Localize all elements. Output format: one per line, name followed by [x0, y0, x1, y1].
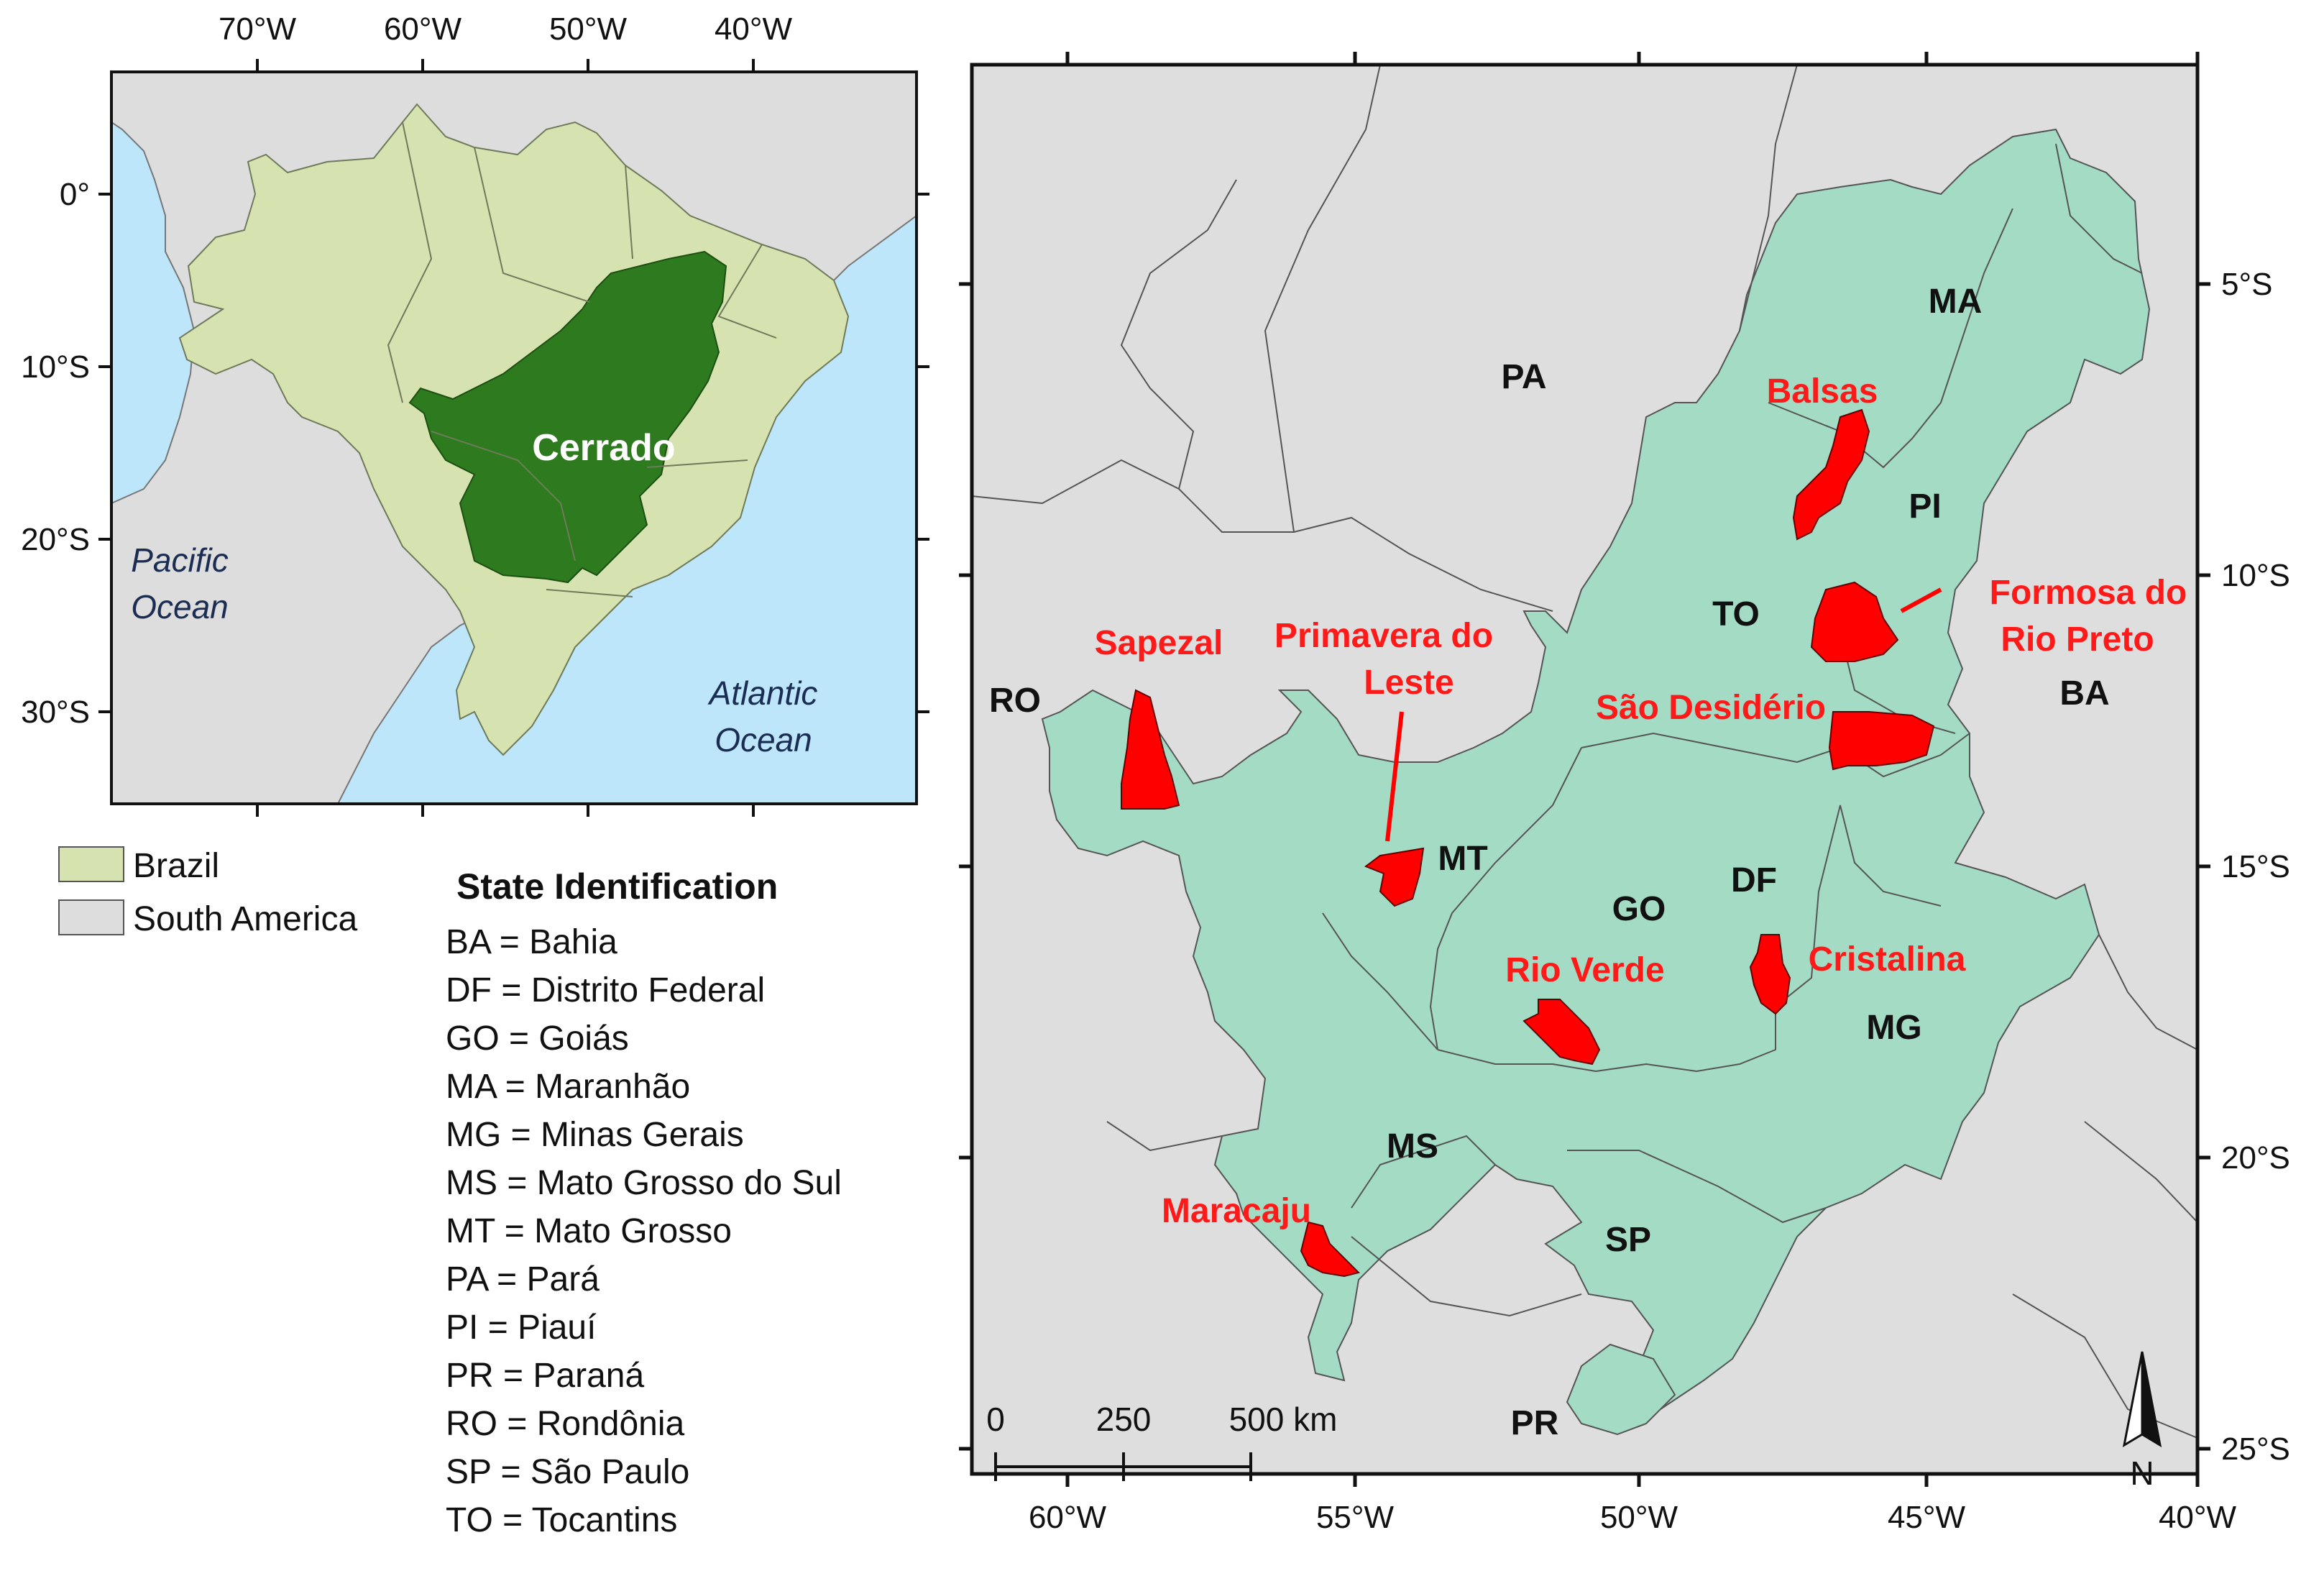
- state-id-item: PI = Piauí: [446, 1309, 597, 1347]
- state-id-item: BA = Bahia: [446, 923, 617, 961]
- inset-left-ticks: [98, 193, 929, 713]
- main-tick-20s: 20°S: [2221, 1140, 2290, 1176]
- muni-label-rio-verde: Rio Verde: [1505, 951, 1664, 989]
- state-id-item: MG = Minas Gerais: [446, 1116, 744, 1154]
- inset-tick-10s: 10°S: [21, 349, 90, 385]
- inset-cerrado-label: Cerrado: [532, 427, 675, 469]
- muni-label-formosa-2: Rio Preto: [2001, 620, 2154, 659]
- muni-label-balsas: Balsas: [1767, 372, 1878, 411]
- state-label-go: GO: [1612, 890, 1666, 928]
- main-tick-5s: 5°S: [2221, 267, 2272, 302]
- north-arrow-icon: [2122, 1351, 2162, 1448]
- pacific-label-1: Pacific: [131, 541, 228, 579]
- state-id-item: PA = Pará: [446, 1260, 600, 1298]
- main-cerrado-patch: [1566, 1343, 1676, 1436]
- inset-frame: [110, 70, 918, 805]
- muni-rio-verde: [1522, 999, 1601, 1066]
- legend-label-brazil: Brazil: [133, 847, 219, 885]
- state-label-pa: PA: [1501, 358, 1546, 396]
- muni-sao-desiderio: [1828, 711, 1935, 771]
- inset-tick-40w: 40°W: [715, 12, 793, 47]
- muni-label-primavera-2: Leste: [1364, 664, 1453, 702]
- muni-label-cristalina: Cristalina: [1809, 940, 1966, 979]
- main-tick-55w: 55°W: [1316, 1500, 1395, 1535]
- leader-primavera: [1385, 711, 1404, 842]
- state-label-ma: MA: [1929, 283, 1983, 321]
- scale-label-250: 250: [1096, 1401, 1152, 1438]
- inset-cerrado: [408, 250, 727, 584]
- main-tick-45w: 45°W: [1888, 1500, 1966, 1535]
- state-identification-title: State Identification: [456, 866, 778, 907]
- main-tick-10s: 10°S: [2221, 558, 2290, 593]
- state-label-pi: PI: [1909, 487, 1941, 526]
- muni-primavera: [1364, 847, 1425, 907]
- scale-label-0: 0: [986, 1401, 1005, 1438]
- scale-bar: [994, 1452, 1252, 1481]
- state-label-to: TO: [1712, 595, 1760, 633]
- main-frame: [970, 63, 2200, 1476]
- inset-state-borders: [387, 122, 777, 597]
- inset-tick-70w: 70°W: [219, 12, 297, 47]
- inset-top-ticks: [256, 59, 755, 817]
- muni-label-maracaju: Maracaju: [1162, 1192, 1311, 1230]
- state-id-item: MT = Mato Grosso: [446, 1212, 732, 1250]
- main-ticks: [959, 52, 2210, 1487]
- state-id-item: GO = Goiás: [446, 1020, 629, 1058]
- legend: Brazil South America State Identificatio…: [58, 846, 842, 1539]
- muni-sapezal: [1121, 689, 1180, 810]
- main-tick-40w: 40°W: [2159, 1500, 2237, 1535]
- state-id-item: TO = Tocantins: [446, 1501, 677, 1539]
- atlantic-label-2: Ocean: [715, 721, 812, 759]
- state-label-mt: MT: [1438, 840, 1487, 878]
- muni-formosa: [1810, 581, 1899, 662]
- muni-cristalina: [1749, 934, 1791, 1015]
- muni-maracaju: [1300, 1221, 1360, 1278]
- state-label-ms: MS: [1387, 1127, 1438, 1165]
- legend-swatch-brazil: [58, 846, 124, 882]
- scale-label-500: 500 km: [1229, 1401, 1338, 1438]
- main-map: 60°W 55°W 50°W 45°W 40°W 5°S 10°S 15°S 2…: [959, 52, 2290, 1535]
- pacific-label-2: Ocean: [131, 588, 229, 626]
- main-tick-15s: 15°S: [2221, 849, 2290, 884]
- state-id-item: DF = Distrito Federal: [446, 971, 765, 1009]
- state-id-item: RO = Rondônia: [446, 1405, 685, 1443]
- muni-balsas: [1792, 408, 1870, 541]
- inset-tick-20s: 20°S: [21, 522, 90, 557]
- main-tick-50w: 50°W: [1600, 1500, 1678, 1535]
- atlantic-label-1: Atlantic: [707, 674, 818, 712]
- state-id-item: SP = São Paulo: [446, 1453, 689, 1491]
- inset-tick-30s: 30°S: [21, 695, 90, 730]
- legend-swatch-south-america: [58, 899, 124, 935]
- muni-label-formosa-1: Formosa do: [1990, 574, 2187, 612]
- state-label-mg: MG: [1866, 1009, 1921, 1047]
- inset-tick-60w: 60°W: [384, 12, 462, 47]
- state-id-item: PR = Paraná: [446, 1357, 644, 1395]
- state-id-item: MA = Maranhão: [446, 1068, 690, 1106]
- main-cerrado-region: [1041, 128, 2151, 1411]
- leader-formosa: [1900, 587, 1942, 613]
- muni-label-sapezal: Sapezal: [1095, 624, 1223, 662]
- state-label-ro: RO: [989, 682, 1041, 720]
- state-id-item: MS = Mato Grosso do Sul: [446, 1164, 842, 1202]
- state-label-pr: PR: [1511, 1404, 1559, 1442]
- north-arrow-label: N: [2130, 1454, 2154, 1492]
- legend-label-south-america: South America: [133, 900, 357, 938]
- main-tick-25s: 25°S: [2221, 1431, 2290, 1467]
- state-label-df: DF: [1731, 861, 1777, 899]
- inset-tick-50w: 50°W: [549, 12, 628, 47]
- muni-label-sao-desiderio: São Desidério: [1596, 689, 1826, 727]
- inset-map: 70°W 60°W 50°W 40°W 0° 10°S 20°S 30°S Ce…: [21, 12, 929, 817]
- inset-tick-0: 0°: [60, 177, 90, 212]
- state-label-sp: SP: [1605, 1221, 1651, 1259]
- main-tick-60w: 60°W: [1029, 1500, 1107, 1535]
- muni-label-primavera-1: Primavera do: [1274, 617, 1493, 655]
- state-label-ba: BA: [2059, 674, 2109, 713]
